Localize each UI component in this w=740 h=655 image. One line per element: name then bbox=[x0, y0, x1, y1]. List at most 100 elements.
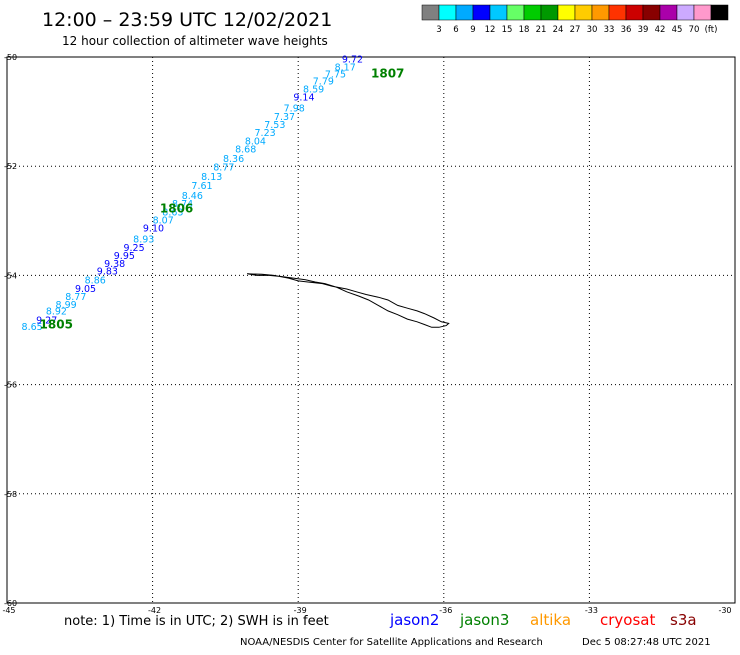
longitude-label: -36 bbox=[439, 606, 452, 615]
wave-height-value: 8.86 bbox=[85, 276, 106, 287]
wave-height-value: 9.95 bbox=[114, 251, 135, 262]
color-scale-label: 24 bbox=[553, 25, 564, 35]
color-scale-label: 39 bbox=[638, 25, 649, 35]
wave-height-value: 8.17 bbox=[335, 63, 356, 74]
color-scale-label: 18 bbox=[519, 25, 530, 35]
wave-height-value: 9.05 bbox=[75, 284, 96, 295]
south-georgia-coastline bbox=[247, 273, 450, 328]
wave-height-value: 8.68 bbox=[235, 145, 256, 156]
pass-label: 1805 bbox=[40, 317, 73, 331]
color-swatch bbox=[540, 4, 559, 21]
color-scale-label: 33 bbox=[604, 25, 615, 35]
wave-height-value: 7.75 bbox=[325, 70, 346, 81]
wave-height-value: 7.37 bbox=[274, 112, 295, 123]
color-swatch bbox=[455, 4, 474, 21]
color-scale-label: (ft) bbox=[705, 25, 718, 35]
chart-title: 12:00 – 23:59 UTC 12/02/2021 bbox=[42, 9, 332, 31]
wave-height-value: 8.77 bbox=[65, 292, 86, 303]
wave-height-value: 7.79 bbox=[313, 76, 334, 87]
color-scale-label: 70 bbox=[689, 25, 700, 35]
color-swatch bbox=[438, 4, 457, 21]
wave-height-value: 8.99 bbox=[56, 300, 77, 311]
latitude-label: -60 bbox=[4, 599, 17, 608]
wave-height-value: 8.07 bbox=[153, 216, 174, 227]
pass-labels: 1805 1806 1807 bbox=[40, 67, 405, 332]
wave-height-value: 9.38 bbox=[104, 259, 125, 270]
wave-height-value: 8.36 bbox=[223, 154, 244, 165]
satellite-legend-jason3: jason3 bbox=[459, 611, 509, 629]
color-swatch bbox=[659, 4, 678, 21]
color-swatch bbox=[557, 4, 576, 21]
wave-height-value: 7.61 bbox=[191, 181, 212, 192]
latitude-label: -50 bbox=[4, 53, 17, 62]
longitude-label: -45 bbox=[2, 606, 15, 615]
satellite-legend-cryosat: cryosat bbox=[600, 611, 655, 629]
wave-height-value: 8.46 bbox=[182, 191, 203, 202]
color-scale-label: 36 bbox=[621, 25, 632, 35]
grid-lines bbox=[7, 57, 735, 603]
color-swatch bbox=[710, 4, 729, 21]
color-scale-label: 9 bbox=[470, 25, 475, 35]
wave-height-value: 7.98 bbox=[284, 104, 305, 115]
color-swatch bbox=[676, 4, 695, 21]
color-swatch bbox=[625, 4, 644, 21]
wave-height-points: 8.659.278.928.998.779.058.869.839.389.95… bbox=[22, 54, 363, 333]
satellite-legend-altika: altika bbox=[530, 611, 571, 629]
latitude-label: -54 bbox=[4, 271, 17, 280]
satellite-legend-s3a: s3a bbox=[670, 611, 697, 629]
color-scale-label: 21 bbox=[536, 25, 547, 35]
color-scale: 3 6 9 12 15 18 21 24 27 30 33 36 39 42 45 70 (ft) bbox=[421, 4, 729, 35]
wave-height-value: 8.13 bbox=[201, 172, 222, 183]
color-scale-label: 3 bbox=[436, 25, 441, 35]
color-swatch bbox=[591, 4, 610, 21]
wave-height-value: 9.83 bbox=[97, 266, 118, 277]
color-swatch bbox=[506, 4, 525, 21]
color-scale-label: 45 bbox=[672, 25, 683, 35]
latitude-labels: -50 -52 -54 -56 -58 -60 bbox=[4, 53, 17, 608]
wave-height-value: 9.72 bbox=[342, 54, 363, 65]
latitude-label: -52 bbox=[4, 162, 17, 171]
units-note: note: 1) Time is in UTC; 2) SWH is in fe… bbox=[64, 614, 329, 629]
wave-height-value: 8.65 bbox=[22, 322, 43, 333]
wave-height-value: 9.27 bbox=[36, 315, 57, 326]
color-swatch bbox=[642, 4, 661, 21]
chart-subtitle: 12 hour collection of altimeter wave hei… bbox=[62, 34, 328, 48]
longitude-label: -39 bbox=[294, 606, 307, 615]
latitude-label: -56 bbox=[4, 381, 17, 390]
plot-frame bbox=[6, 56, 736, 604]
color-scale-label: 15 bbox=[502, 25, 513, 35]
color-scale-label: 30 bbox=[587, 25, 598, 35]
wave-height-value: 8.59 bbox=[303, 84, 324, 95]
wave-height-value: 8.77 bbox=[213, 163, 234, 174]
wave-height-value: 8.04 bbox=[245, 136, 266, 147]
color-scale-label: 6 bbox=[453, 25, 458, 35]
color-scale-label: 42 bbox=[655, 25, 666, 35]
pass-label: 1806 bbox=[160, 202, 193, 216]
longitude-label: -42 bbox=[148, 606, 161, 615]
longitude-label: -33 bbox=[585, 606, 598, 615]
wave-height-value: 9.10 bbox=[143, 224, 164, 235]
color-swatch bbox=[421, 4, 440, 21]
wave-height-value: 8.92 bbox=[46, 307, 67, 318]
wave-height-value: 9.14 bbox=[293, 93, 314, 104]
color-swatch bbox=[608, 4, 627, 21]
wave-height-value: 8.93 bbox=[133, 235, 154, 246]
pass-label: 1807 bbox=[371, 67, 404, 81]
color-scale-label: 27 bbox=[570, 25, 581, 35]
satellite-legend: jason2 jason3 altika cryosat s3a bbox=[389, 611, 697, 629]
color-swatch bbox=[472, 4, 491, 21]
longitude-label: -30 bbox=[718, 606, 731, 615]
longitude-labels: -45 -42 -39 -36 -33 -30 bbox=[2, 606, 731, 615]
color-swatch bbox=[693, 4, 712, 21]
wave-height-value: 8.74 bbox=[172, 199, 193, 210]
latitude-label: -58 bbox=[4, 490, 17, 499]
wave-height-value: 8.63 bbox=[162, 207, 183, 218]
color-scale-label: 12 bbox=[485, 25, 496, 35]
satellite-legend-jason2: jason2 bbox=[389, 611, 439, 629]
wave-height-value: 7.53 bbox=[264, 120, 285, 131]
wave-height-value: 9.25 bbox=[123, 243, 144, 254]
timestamp-text: Dec 5 08:27:48 UTC 2021 bbox=[582, 637, 711, 648]
credit-text: NOAA/NESDIS Center for Satellite Applica… bbox=[240, 637, 543, 648]
